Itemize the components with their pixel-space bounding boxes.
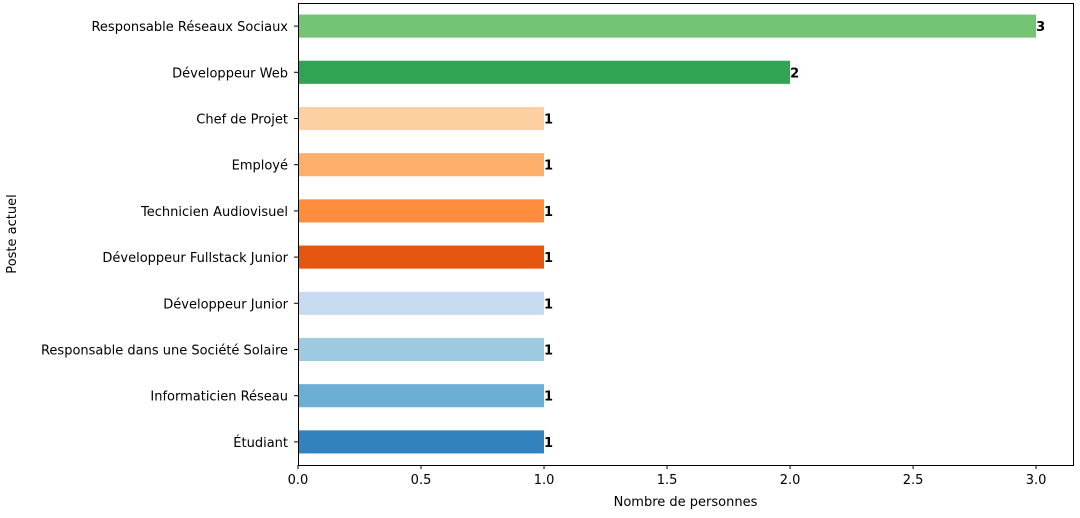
y-tick-label-3: Employé (232, 159, 288, 174)
y-tick-label-9: Étudiant (233, 435, 288, 451)
value-label-0: 3 (1036, 20, 1045, 35)
y-axis-label: Poste actuel (5, 194, 20, 273)
value-label-4: 1 (544, 205, 553, 220)
bars-group (298, 14, 1037, 454)
y-tick-label-5: Développeur Fullstack Junior (102, 251, 288, 266)
y-tick-label-7: Responsable dans une Société Solaire (41, 344, 288, 359)
bar-1 (298, 60, 791, 84)
x-tick-label-4: 2.0 (780, 473, 801, 488)
value-label-3: 1 (544, 159, 553, 174)
y-tick-label-0: Responsable Réseaux Sociaux (91, 20, 288, 35)
value-label-6: 1 (544, 297, 553, 312)
bar-6 (298, 291, 545, 315)
y-tick-label-6: Développeur Junior (163, 297, 288, 312)
x-tick-label-1: 0.5 (411, 473, 432, 488)
bar-9 (298, 430, 545, 454)
y-tick-label-1: Développeur Web (172, 66, 288, 81)
value-label-2: 1 (544, 113, 553, 128)
bar-7 (298, 337, 545, 362)
x-axis-label: Nombre de personnes (614, 495, 758, 510)
y-axis-ticks: Responsable Réseaux Sociaux Développeur W… (41, 20, 298, 451)
bar-5 (298, 245, 545, 269)
y-tick-label-4: Technicien Audiovisuel (140, 205, 288, 220)
x-axis-ticks: 0.0 0.5 1.0 1.5 2.0 2.5 3.0 (288, 465, 1047, 488)
value-label-1: 2 (790, 66, 799, 81)
plot-frame (298, 3, 1074, 466)
bar-4 (298, 199, 545, 223)
bar-2 (298, 106, 545, 131)
bar-8 (298, 384, 545, 408)
x-tick-label-5: 2.5 (903, 473, 924, 488)
bar-3 (298, 153, 545, 177)
y-tick-label-8: Informaticien Réseau (150, 390, 288, 405)
value-label-7: 1 (544, 344, 553, 359)
x-tick-label-3: 1.5 (657, 473, 678, 488)
value-label-5: 1 (544, 251, 553, 266)
y-tick-label-2: Chef de Projet (196, 113, 288, 128)
value-labels-group: 3 2 1 1 1 1 1 1 1 1 (544, 20, 1045, 451)
x-tick-label-0: 0.0 (288, 473, 309, 488)
value-label-9: 1 (544, 436, 553, 451)
x-tick-label-2: 1.0 (534, 473, 555, 488)
bar-0 (298, 14, 1037, 38)
value-label-8: 1 (544, 390, 553, 405)
x-tick-label-6: 3.0 (1026, 473, 1047, 488)
